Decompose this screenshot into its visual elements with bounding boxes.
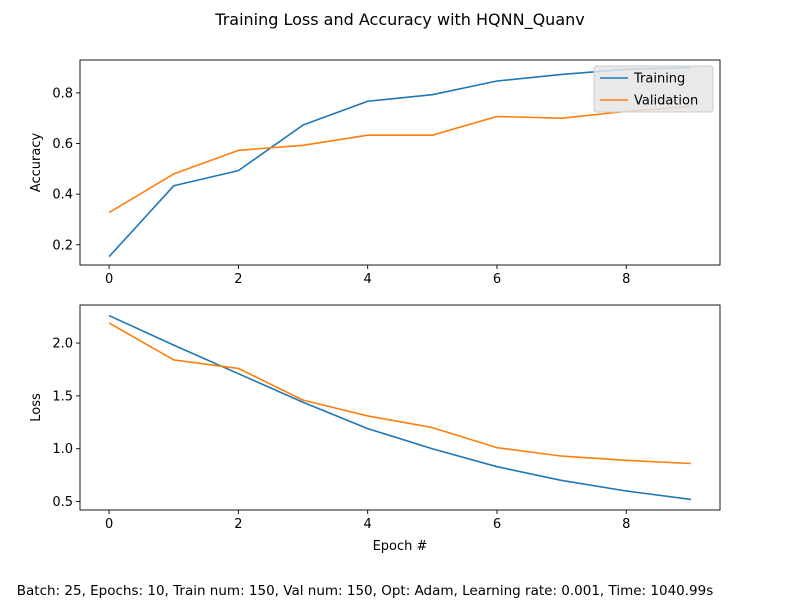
accuracy-x-tick-label: 6	[493, 272, 501, 287]
accuracy-panel: 0 2 4 6 8 0.2 0.4 0.6 0.8 Accuracy Training Validat…	[29, 59, 721, 287]
loss-panel: 0 2 4 6 8 0.5 1.0 1.5 2.0 Loss Epoch #	[29, 304, 721, 554]
accuracy-y-tick-label: 0.6	[52, 137, 73, 152]
accuracy-x-tick-label: 0	[105, 272, 113, 287]
loss-y-tick-label: 0.5	[52, 495, 73, 510]
figure-footer: Batch: 25, Epochs: 10, Train num: 150, V…	[17, 583, 714, 599]
accuracy-legend: Training Validation	[593, 65, 714, 113]
loss-y-tick-label: 2.0	[52, 337, 73, 352]
accuracy-validation-line	[108, 105, 691, 214]
loss-validation-line	[108, 322, 691, 465]
accuracy-y-axis-label: Accuracy	[29, 133, 44, 193]
loss-x-tick-label: 0	[105, 517, 113, 532]
accuracy-y-tick-label: 0.8	[52, 86, 73, 101]
accuracy-legend-label-training: Training	[633, 72, 685, 87]
loss-x-tick-label: 6	[493, 517, 501, 532]
accuracy-legend-label-validation: Validation	[634, 94, 698, 109]
loss-y-tick-label: 1.5	[52, 389, 73, 404]
loss-x-tick-label: 8	[622, 517, 630, 532]
loss-y-tick-label: 1.0	[52, 442, 73, 457]
loss-x-tick-label: 4	[364, 517, 372, 532]
accuracy-y-tick-label: 0.4	[52, 188, 73, 203]
loss-x-tick-label: 2	[234, 517, 242, 532]
figure-title: Training Loss and Accuracy with HQNN_Qua…	[214, 10, 584, 30]
loss-training-line	[108, 314, 692, 501]
loss-x-axis-label: Epoch #	[373, 539, 428, 554]
accuracy-x-tick-label: 2	[234, 272, 242, 287]
loss-y-axis-label: Loss	[29, 393, 44, 422]
accuracy-y-tick-label: 0.2	[52, 238, 73, 253]
accuracy-axes-frame	[79, 59, 721, 266]
accuracy-x-tick-label: 4	[364, 272, 372, 287]
accuracy-x-tick-label: 8	[622, 272, 630, 287]
loss-axes-frame	[79, 304, 721, 511]
